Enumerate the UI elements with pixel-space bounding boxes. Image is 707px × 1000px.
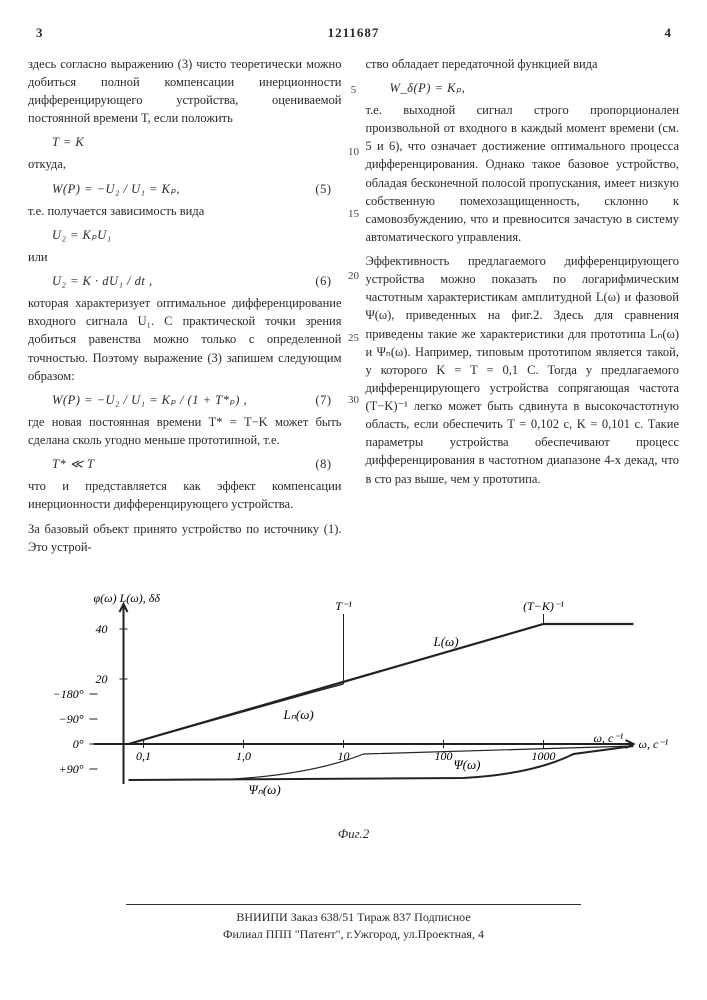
eq-5: W(P) = −U₂ / U₁ = Kₚ, (5) <box>52 180 342 198</box>
eq-body: W(P) = −U₂ / U₁ = Kₚ / (1 + T*ₚ) , <box>52 391 247 409</box>
phase-90: −90° <box>59 712 84 726</box>
para: т.е. получается зависимость вида <box>28 202 342 220</box>
ln-25: 25 <box>344 331 364 347</box>
x-unit: ω, с⁻¹ <box>639 737 669 751</box>
ylabel-20: 20 <box>96 672 108 686</box>
page-header: 3 1211687 4 <box>28 24 679 43</box>
para: ство обладает передаточной функцией вида <box>366 55 680 73</box>
ln-30: 30 <box>344 393 364 409</box>
eq-8: T* ≪ T (8) <box>52 455 342 473</box>
page-left-num: 3 <box>36 24 43 43</box>
doc-number: 1211687 <box>328 24 380 43</box>
line-numbers: 5 10 15 20 25 30 <box>344 83 364 455</box>
eq-num: (5) <box>315 180 331 198</box>
label-Psin: Ψₙ(ω) <box>249 782 281 797</box>
eq-6: U₂ = K · dU₁ / dt , (6) <box>52 272 342 290</box>
xt-0.1: 0,1 <box>136 749 151 763</box>
para: здесь согласно выражению (3) чисто теоре… <box>28 55 342 128</box>
label-Ln: Lₙ(ω) <box>283 707 314 722</box>
eq-t: T = K <box>52 133 342 151</box>
para: откуда, <box>28 155 342 173</box>
footer-line-1: ВНИИПИ Заказ 638/51 Тираж 837 Подписное <box>28 909 679 926</box>
page-right-num: 4 <box>665 24 672 43</box>
curve-Psi <box>129 746 634 780</box>
ln-10: 10 <box>344 145 364 161</box>
xt-1000: 1000 <box>532 749 556 763</box>
label-L: L(ω) <box>433 634 459 649</box>
figure-2: 40 20 φ(ω) L(ω), δδ −180° −90° 0° +90° 0… <box>28 584 679 844</box>
para: где новая постоянная времени T* = T−K мо… <box>28 413 342 449</box>
marker-TK: (T−K)⁻¹ <box>523 599 564 613</box>
eq-num: (7) <box>315 391 331 409</box>
para: или <box>28 248 342 266</box>
text-columns: 5 10 15 20 25 30 здесь согласно выражени… <box>28 55 679 562</box>
ylabel-40: 40 <box>96 622 108 636</box>
para: т.е. выходной сигнал строго пропорционал… <box>366 101 680 246</box>
eq-body: W(P) = −U₂ / U₁ = Kₚ, <box>52 180 180 198</box>
phase+90: +90° <box>59 762 84 776</box>
eq-wb: W_δ(P) = Kₚ, <box>390 79 680 97</box>
para: За базовый объект принято устройство по … <box>28 520 342 556</box>
footer-line-2: Филиал ППП "Патент", г.Ужгород, ул.Проек… <box>28 926 679 943</box>
y-axis-title: φ(ω) L(ω), δδ <box>94 591 161 605</box>
para: Эффективность предлагаемого дифференциру… <box>366 252 680 488</box>
imprint: ВНИИПИ Заказ 638/51 Тираж 837 Подписное … <box>28 904 679 944</box>
eq-u2a: U₂ = KₚU₁ <box>52 226 342 244</box>
eq-num: (8) <box>315 455 331 473</box>
eq-7: W(P) = −U₂ / U₁ = Kₚ / (1 + T*ₚ) , (7) <box>52 391 342 409</box>
para: которая характеризует оптимальное диффер… <box>28 294 342 385</box>
phase-180: −180° <box>53 687 84 701</box>
eq-body: T* ≪ T <box>52 455 95 473</box>
ln-20: 20 <box>344 269 364 285</box>
label-Psi: Ψ(ω) <box>454 757 481 772</box>
para: что и представляется как эффект компенса… <box>28 477 342 513</box>
marker-T: T⁻¹ <box>335 599 352 613</box>
phase-0: 0° <box>73 737 84 751</box>
right-column: ство обладает передаточной функцией вида… <box>366 55 680 562</box>
ln-5: 5 <box>344 83 364 99</box>
bode-plot-svg: 40 20 φ(ω) L(ω), δδ −180° −90° 0° +90° 0… <box>28 584 679 814</box>
left-column: здесь согласно выражению (3) чисто теоре… <box>28 55 342 562</box>
figure-caption: Фиг.2 <box>28 825 679 844</box>
ln-15: 15 <box>344 207 364 223</box>
xt-1: 1,0 <box>236 749 251 763</box>
label-omega: ω, с⁻¹ <box>594 731 624 745</box>
eq-body: U₂ = K · dU₁ / dt , <box>52 272 153 290</box>
eq-num: (6) <box>315 272 331 290</box>
curve-Psin <box>129 746 634 780</box>
